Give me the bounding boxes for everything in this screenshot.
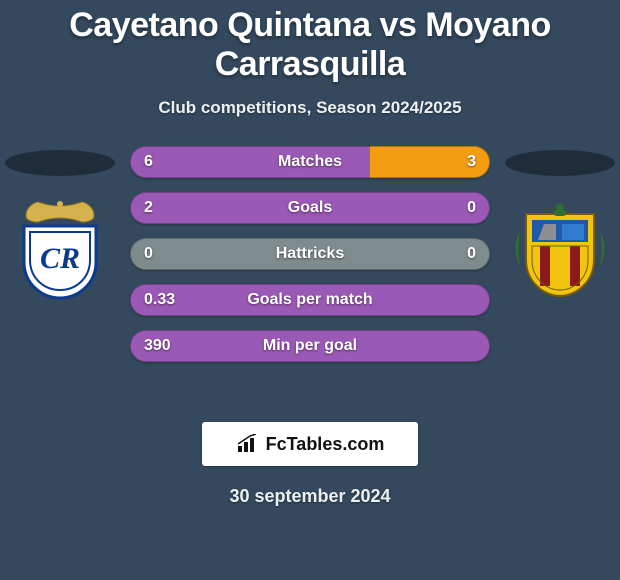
stat-value-right [462,330,490,362]
stat-row: 63Matches [130,146,490,178]
generation-date: 30 september 2024 [0,486,620,507]
stat-value-right: 0 [453,238,490,270]
stat-value-left: 0 [130,238,167,270]
brand-text: FcTables.com [266,434,385,455]
stat-value-left: 6 [130,146,167,178]
page-title: Cayetano Quintana vs Moyano Carrasquilla [0,0,620,84]
shadow-ellipse-right [505,150,615,176]
stat-value-right: 3 [453,146,490,178]
left-player-column: CR [0,146,120,305]
comparison-panel: CR 63Matches20Goals00Hattricks0.33Goals … [0,146,620,406]
stat-value-right: 0 [453,192,490,224]
right-club-crest [510,200,610,305]
stat-bar-left [130,192,490,224]
stat-row: 390Min per goal [130,330,490,362]
stat-row: 0.33Goals per match [130,284,490,316]
bar-chart-icon [236,434,260,454]
stat-value-right [462,284,490,316]
left-club-crest: CR [10,200,110,305]
right-player-column [500,146,620,305]
subtitle: Club competitions, Season 2024/2025 [0,98,620,118]
stat-value-left: 0.33 [130,284,189,316]
svg-text:CR: CR [40,242,80,275]
shadow-ellipse-left [5,150,115,176]
stat-row: 00Hattricks [130,238,490,270]
stat-value-left: 2 [130,192,167,224]
brand-badge[interactable]: FcTables.com [202,422,418,466]
stat-value-left: 390 [130,330,185,362]
stat-row: 20Goals [130,192,490,224]
stat-rows: 63Matches20Goals00Hattricks0.33Goals per… [130,146,490,362]
